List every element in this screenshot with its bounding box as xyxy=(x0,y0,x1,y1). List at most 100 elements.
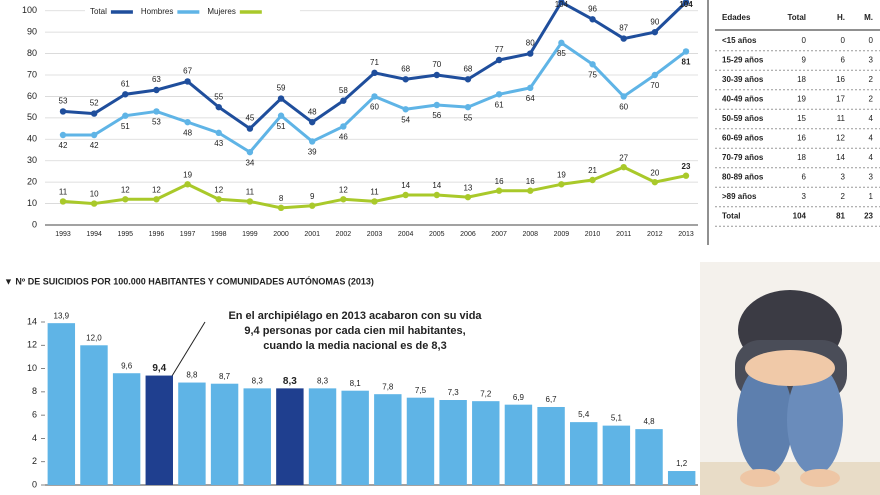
data-label: 45 xyxy=(245,114,254,123)
table-cell: 14 xyxy=(836,153,845,162)
bar xyxy=(308,388,337,485)
bar xyxy=(570,422,598,485)
annotation: En el archipiélago en 2013 acabaron con … xyxy=(228,310,482,322)
bar xyxy=(112,373,141,485)
data-point xyxy=(433,71,440,79)
data-label: 60 xyxy=(370,103,379,112)
table-cell: 30-39 años xyxy=(722,75,764,84)
x-tick-label: 2002 xyxy=(336,231,352,238)
data-label: 55 xyxy=(463,113,472,122)
data-point xyxy=(277,204,285,212)
data-label: 13,9 xyxy=(54,311,70,320)
data-label: 16 xyxy=(495,177,504,186)
data-point xyxy=(340,196,347,203)
data-label: 12,0 xyxy=(86,333,102,342)
x-tick-label: 1993 xyxy=(55,231,71,238)
annotation-arrow xyxy=(171,321,206,377)
y-tick-label: 0 xyxy=(32,219,37,229)
table-cell: 81 xyxy=(836,212,845,221)
data-label: 8,3 xyxy=(252,376,264,385)
x-tick-label: 2011 xyxy=(616,231,631,238)
data-point xyxy=(589,176,596,184)
data-point xyxy=(433,191,440,199)
data-label: 5,1 xyxy=(611,414,623,423)
table-cell: 15 xyxy=(797,114,806,123)
bar xyxy=(602,425,631,485)
data-label: 42 xyxy=(90,141,99,150)
y-tick-label: 100 xyxy=(22,5,37,15)
data-point xyxy=(309,138,316,145)
data-label: 46 xyxy=(339,133,348,142)
data-label: 8,7 xyxy=(219,372,231,381)
data-point xyxy=(122,112,129,119)
y-tick-label: 8 xyxy=(32,386,37,396)
legend-label: Mujeres xyxy=(207,7,235,16)
data-label: 11 xyxy=(370,188,379,197)
data-point xyxy=(246,198,254,205)
data-point xyxy=(682,0,690,6)
bar xyxy=(341,390,369,485)
data-point xyxy=(558,0,565,6)
table-cell: Total xyxy=(722,212,741,221)
data-point xyxy=(371,198,378,205)
table-cell: 70-79 años xyxy=(722,153,764,162)
data-point xyxy=(620,35,627,42)
bar xyxy=(504,404,533,485)
data-point xyxy=(620,163,627,171)
data-label: 51 xyxy=(277,122,286,131)
data-point xyxy=(277,95,285,102)
data-point xyxy=(59,108,67,115)
table-header: Total xyxy=(787,13,806,22)
data-point xyxy=(527,50,534,57)
data-point xyxy=(589,16,596,23)
bar xyxy=(472,401,500,485)
data-label: 48 xyxy=(183,128,192,137)
table-cell: 23 xyxy=(864,212,873,221)
x-tick-label: 1994 xyxy=(86,231,102,238)
y-tick-label: 10 xyxy=(27,363,37,373)
data-label: 54 xyxy=(401,115,410,124)
data-point xyxy=(495,91,503,98)
table-header: M. xyxy=(864,13,873,22)
data-label: 90 xyxy=(650,17,659,26)
data-label: 81 xyxy=(682,58,691,67)
data-label: 80 xyxy=(526,39,535,48)
bar xyxy=(406,397,435,485)
data-point xyxy=(433,101,440,109)
data-label: 12 xyxy=(214,185,223,194)
data-point xyxy=(558,39,565,47)
y-tick-label: 12 xyxy=(27,340,37,350)
table-cell: 0 xyxy=(841,36,846,45)
data-label: 104 xyxy=(679,0,693,9)
data-label: 10 xyxy=(90,190,99,199)
data-point xyxy=(464,103,472,111)
x-tick-label: 2005 xyxy=(429,231,445,238)
data-label: 7,3 xyxy=(448,388,460,397)
data-point xyxy=(495,187,503,194)
data-point xyxy=(464,76,472,83)
table-cell: 60-69 años xyxy=(722,134,764,143)
data-point xyxy=(340,123,347,130)
x-tick-label: 2008 xyxy=(522,231,538,238)
data-point xyxy=(153,196,160,203)
data-label: 14 xyxy=(432,181,441,190)
table-header: H. xyxy=(837,13,845,22)
data-label: 104 xyxy=(555,0,569,9)
data-label: 64 xyxy=(526,94,535,103)
data-label: 71 xyxy=(370,58,379,67)
y-tick-label: 40 xyxy=(27,134,37,144)
data-point xyxy=(558,181,565,188)
y-tick-label: 4 xyxy=(32,433,37,443)
data-point xyxy=(184,118,191,126)
data-label: 19 xyxy=(557,170,566,179)
data-point xyxy=(90,200,98,207)
bar xyxy=(243,388,271,485)
data-label: 59 xyxy=(277,84,286,93)
y-tick-label: 0 xyxy=(32,479,37,489)
table-cell: <15 años xyxy=(722,36,757,45)
data-label: 14 xyxy=(401,181,410,190)
data-point xyxy=(277,112,285,119)
x-tick-label: 2003 xyxy=(367,231,383,238)
data-point xyxy=(682,48,690,55)
